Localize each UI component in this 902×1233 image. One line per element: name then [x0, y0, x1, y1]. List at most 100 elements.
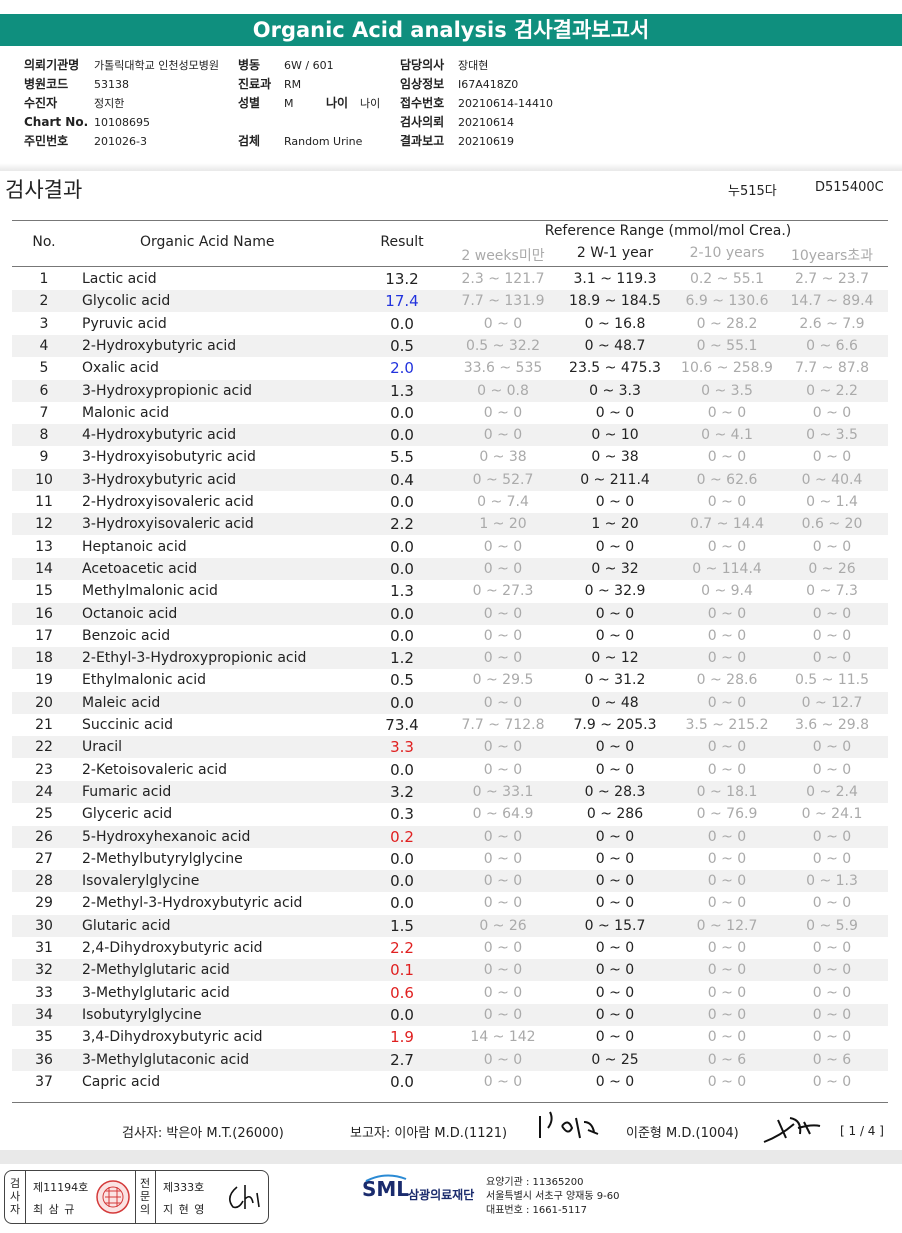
- clinical-value: I67A418Z0: [458, 78, 519, 91]
- report-label: 결과보고: [400, 134, 445, 148]
- row-ref-2w-1year: 0 ~ 211.4: [580, 471, 650, 488]
- row-ref-2weeks: 0 ~ 0: [483, 761, 523, 778]
- row-name: Methylmalonic acid: [82, 583, 218, 600]
- sex-value: M: [284, 97, 294, 110]
- row-ref-2w-1year: 0 ~ 0: [595, 739, 635, 756]
- row-name: 2-Methyl-3-Hydroxybutyric acid: [82, 895, 303, 912]
- patient-label: 수진자: [24, 96, 58, 110]
- row-no: 13: [35, 538, 53, 555]
- row-name: Glycolic acid: [82, 293, 171, 310]
- row-ref-2w-1year: 0 ~ 38: [591, 449, 639, 466]
- row-ref-2w-1year: 0 ~ 28.3: [584, 783, 646, 800]
- col-header-name: Organic Acid Name: [140, 234, 275, 250]
- row-result: 2.0: [390, 359, 414, 378]
- row-name: 3-Hydroxyisovaleric acid: [82, 516, 254, 533]
- table-row: 30 Glutaric acid 1.5 0 ~ 26 0 ~ 15.7 0 ~ 12.7…: [12, 914, 888, 937]
- row-ref-2w-1year: 0 ~ 0: [595, 538, 635, 555]
- row-ref-2w-1year: 0 ~ 31.2: [584, 672, 646, 689]
- license-divider-2: [135, 1171, 136, 1223]
- row-ref-2-10years: 0 ~ 18.1: [696, 783, 758, 800]
- row-ref-10years: 0 ~ 1.4: [806, 494, 858, 510]
- license-divider-1: [25, 1171, 26, 1223]
- row-ref-2-10years: 0 ~ 0: [707, 404, 747, 421]
- row-ref-2-10years: 0 ~ 0: [707, 605, 747, 622]
- license-left-role: 검사자: [9, 1177, 21, 1216]
- row-ref-2weeks: 0 ~ 52.7: [472, 471, 534, 488]
- row-name: 3-Hydroxyisobutyric acid: [82, 449, 256, 466]
- row-no: 5: [39, 360, 49, 377]
- doctor2-text: 이준형 M.D.(1004): [626, 1126, 739, 1141]
- row-ref-2-10years: 0 ~ 0: [707, 1073, 747, 1090]
- row-ref-10years: 0 ~ 0: [812, 962, 852, 979]
- license-box: 검사자 제11194호 최 삼 규 전문의 제333호 지 현 영: [4, 1170, 269, 1224]
- row-ref-2weeks: 0 ~ 0: [483, 605, 523, 622]
- table-row: 12 3-Hydroxyisovaleric acid 2.2 1 ~ 20 1 ~ 2…: [12, 513, 888, 536]
- row-result: 0.0: [390, 1005, 414, 1024]
- row-ref-10years: 2.7 ~ 23.7: [794, 271, 870, 287]
- row-name: Maleic acid: [82, 694, 161, 711]
- row-ref-10years: 0 ~ 40.4: [801, 471, 863, 488]
- row-ref-2-10years: 0 ~ 0: [707, 1006, 747, 1023]
- row-no: 6: [39, 382, 49, 399]
- table-row: 13 Heptanoic acid 0.0 0 ~ 0 0 ~ 0 0 ~ 0 0 ~ 0: [12, 536, 888, 558]
- row-ref-2-10years: 0 ~ 62.6: [696, 471, 758, 488]
- row-no: 35: [35, 1029, 53, 1046]
- row-ref-10years: 0 ~ 0: [812, 650, 852, 667]
- row-ref-10years: 0 ~ 0: [812, 449, 852, 466]
- row-ref-2w-1year: 0 ~ 0: [595, 761, 635, 778]
- section-code-1: 누515다: [728, 184, 777, 199]
- row-ref-2-10years: 0 ~ 9.4: [701, 583, 753, 600]
- row-result: 0.0: [390, 493, 414, 511]
- row-result: 0.0: [390, 894, 414, 913]
- row-name: Oxalic acid: [82, 360, 159, 377]
- license-left-no: 제11194호: [33, 1181, 89, 1194]
- row-ref-10years: 0 ~ 0: [812, 984, 852, 1001]
- table-row: 8 4-Hydroxybutyric acid 0.0 0 ~ 0 0 ~ 10 0 ~ …: [12, 424, 888, 447]
- row-ref-2-10years: 0.7 ~ 14.4: [689, 516, 765, 533]
- row-name: 2,4-Dihydroxybutyric acid: [82, 940, 263, 956]
- section-title: 검사결과: [5, 178, 83, 202]
- row-no: 7: [39, 404, 49, 421]
- row-name: 2-Hydroxybutyric acid: [82, 337, 237, 354]
- license-divider-3: [155, 1171, 156, 1223]
- license-right-role: 전문의: [139, 1177, 151, 1216]
- row-ref-2w-1year: 0 ~ 0: [595, 627, 635, 644]
- row-ref-2weeks: 14 ~ 142: [470, 1029, 536, 1046]
- row-ref-2weeks: 0 ~ 0: [483, 627, 523, 644]
- row-ref-10years: 0 ~ 24.1: [801, 806, 863, 823]
- row-ref-2w-1year: 0 ~ 0: [595, 494, 635, 510]
- org-phone: 대표번호 : 1661-5117: [486, 1205, 588, 1216]
- row-no: 30: [35, 917, 53, 934]
- row-ref-10years: 0 ~ 26: [808, 560, 856, 577]
- row-ref-2weeks: 0 ~ 64.9: [472, 806, 534, 823]
- row-ref-2-10years: 0 ~ 0: [707, 494, 747, 510]
- row-ref-2w-1year: 0 ~ 0: [595, 895, 635, 912]
- table-row: 3 Pyruvic acid 0.0 0 ~ 0 0 ~ 16.8 0 ~ 28.2 2.6…: [12, 313, 888, 335]
- row-ref-2-10years: 0 ~ 0: [707, 873, 747, 890]
- row-ref-10years: 0 ~ 0: [812, 538, 852, 555]
- row-ref-10years: 0 ~ 2.4: [806, 783, 858, 800]
- col-header-no: No.: [32, 234, 56, 250]
- row-ref-2w-1year: 7.9 ~ 205.3: [573, 717, 657, 733]
- table-row: 15 Methylmalonic acid 1.3 0 ~ 27.3 0 ~ 32.9 0…: [12, 580, 888, 602]
- row-ref-10years: 0 ~ 0: [812, 404, 852, 421]
- table-row: 10 3-Hydroxybutyric acid 0.4 0 ~ 52.7 0 ~ 21…: [12, 468, 888, 491]
- table-row: 32 2-Methylglutaric acid 0.1 0 ~ 0 0 ~ 0 0 ~ …: [12, 959, 888, 982]
- table-row: 29 2-Methyl-3-Hydroxybutyric acid 0.0 0 ~ 0…: [12, 892, 888, 914]
- row-ref-2weeks: 7.7 ~ 712.8: [461, 717, 545, 733]
- row-name: Benzoic acid: [82, 627, 171, 644]
- table-row: 36 3-Methylglutaconic acid 2.7 0 ~ 0 0 ~ 25 0…: [12, 1048, 888, 1071]
- row-no: 14: [35, 560, 53, 577]
- row-ref-2w-1year: 18.9 ~ 184.5: [569, 293, 661, 310]
- page-indicator: [ 1 / 4 ]: [840, 1124, 884, 1138]
- row-ref-2weeks: 0 ~ 38: [479, 449, 527, 466]
- row-ref-2weeks: 0 ~ 0: [483, 1006, 523, 1023]
- row-ref-10years: 7.7 ~ 87.8: [794, 360, 870, 377]
- doctor-value: 장대현: [458, 59, 489, 72]
- table-row: 6 3-Hydroxypropionic acid 1.3 0 ~ 0.8 0 ~ 3.…: [12, 379, 888, 402]
- row-ref-10years: 3.6 ~ 29.8: [794, 717, 870, 733]
- row-name: Uracil: [82, 739, 123, 756]
- row-ref-2weeks: 0 ~ 0: [483, 895, 523, 912]
- row-no: 9: [39, 449, 49, 466]
- row-ref-2weeks: 0 ~ 0: [483, 940, 523, 956]
